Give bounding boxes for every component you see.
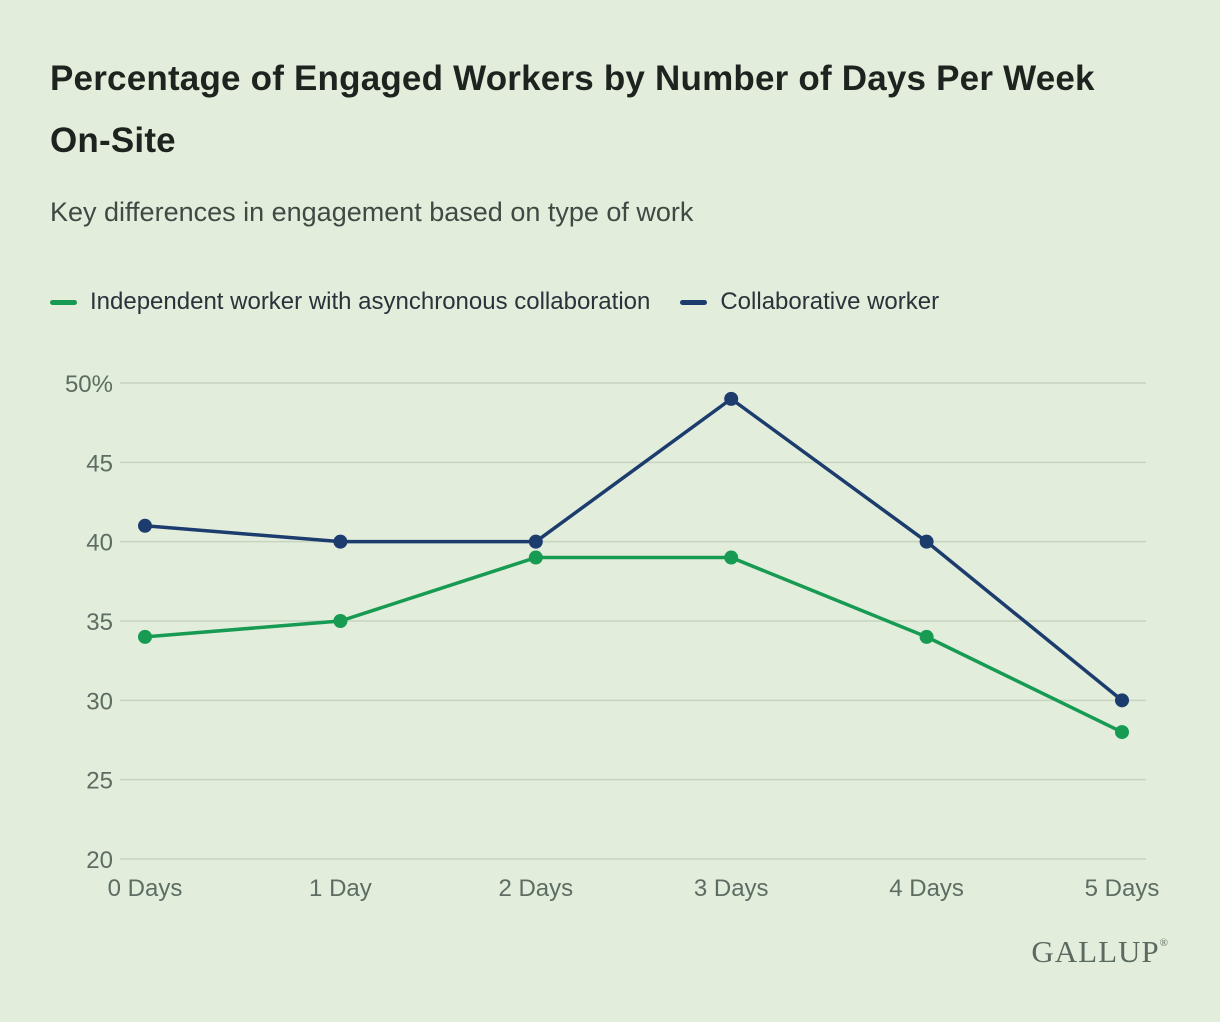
legend-item: Collaborative worker bbox=[680, 288, 939, 316]
series-line bbox=[143, 397, 1124, 703]
y-axis-tick-label: 45 bbox=[86, 450, 113, 477]
legend-swatch bbox=[680, 299, 708, 305]
legend-swatch bbox=[50, 299, 77, 305]
data-point bbox=[919, 629, 934, 644]
x-axis-tick-label: 5 Days bbox=[1085, 875, 1160, 902]
y-axis-tick-label: 40 bbox=[86, 530, 113, 557]
data-point bbox=[333, 614, 348, 628]
data-point bbox=[1115, 693, 1129, 708]
data-point bbox=[528, 550, 543, 565]
legend: Independent worker with asynchronous col… bbox=[50, 288, 939, 316]
data-point bbox=[138, 629, 152, 644]
series-line bbox=[143, 555, 1124, 734]
y-axis-tick-label: 35 bbox=[86, 609, 113, 636]
legend-item: Independent worker with asynchronous col… bbox=[50, 288, 650, 316]
line-chart-svg: 20 25 30 35 40 45 50% 0 Days 1 Day 2 Days 3 Days 4 … bbox=[65, 371, 1160, 902]
x-axis-tick-label: 4 Days bbox=[889, 875, 964, 902]
gallup-logo-text: GALLUP bbox=[1031, 934, 1160, 969]
data-point bbox=[724, 391, 739, 406]
y-axis-tick-label: 25 bbox=[86, 768, 113, 795]
x-axis-tick-label: 1 Day bbox=[309, 875, 372, 902]
data-point bbox=[724, 550, 739, 565]
legend-label: Collaborative worker bbox=[720, 288, 940, 315]
data-point bbox=[138, 518, 152, 533]
chart-subtitle: Key differences in engagement based on t… bbox=[50, 197, 694, 227]
data-point bbox=[1115, 725, 1129, 740]
legend-label: Independent worker with asynchronous col… bbox=[90, 288, 651, 315]
gallup-logo: GALLUP® bbox=[1031, 934, 1168, 970]
data-point bbox=[528, 534, 543, 549]
y-axis-tick-label: 50% bbox=[65, 371, 113, 398]
chart-title: Percentage of Engaged Workers by Number … bbox=[50, 59, 1095, 160]
x-axis-tick-label: 2 Days bbox=[498, 875, 573, 902]
x-axis-tick-label: 3 Days bbox=[694, 875, 769, 902]
x-axis-tick-label: 0 Days bbox=[108, 875, 183, 902]
y-axis-tick-label: 20 bbox=[86, 847, 113, 874]
registered-mark: ® bbox=[1159, 937, 1168, 949]
y-axis-tick-label: 30 bbox=[86, 688, 113, 715]
data-point bbox=[333, 534, 348, 549]
data-point bbox=[919, 534, 934, 549]
